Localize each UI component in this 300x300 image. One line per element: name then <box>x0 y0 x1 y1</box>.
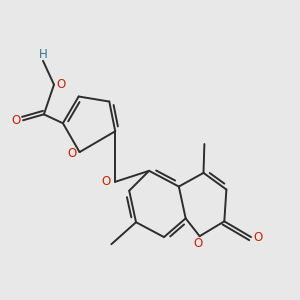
Text: H: H <box>39 48 47 61</box>
Text: O: O <box>254 231 263 244</box>
Text: O: O <box>68 147 77 160</box>
Text: O: O <box>194 237 203 250</box>
Text: O: O <box>57 78 66 91</box>
Text: O: O <box>102 175 111 188</box>
Text: O: O <box>11 114 20 127</box>
